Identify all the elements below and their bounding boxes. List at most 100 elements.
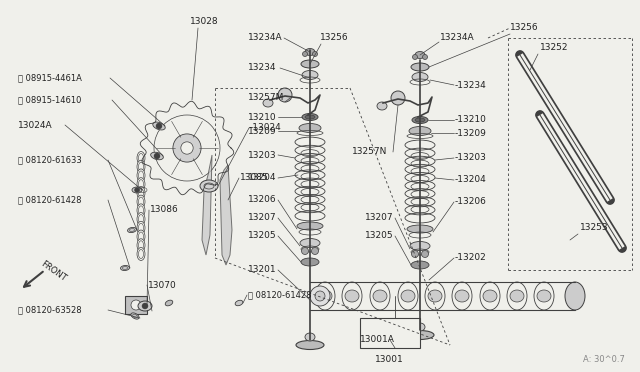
Ellipse shape — [305, 333, 315, 341]
Ellipse shape — [411, 261, 429, 269]
Ellipse shape — [305, 115, 315, 119]
Text: 13253: 13253 — [580, 224, 609, 232]
Ellipse shape — [137, 230, 145, 243]
Ellipse shape — [137, 212, 145, 225]
Circle shape — [618, 244, 626, 252]
Ellipse shape — [137, 186, 145, 199]
Text: Ⓑ 08120-63528: Ⓑ 08120-63528 — [18, 305, 82, 314]
Text: 13028: 13028 — [190, 17, 219, 26]
Circle shape — [606, 196, 614, 204]
Text: 13257M: 13257M — [248, 93, 284, 103]
Circle shape — [391, 91, 405, 105]
Text: 13256: 13256 — [320, 33, 349, 42]
Text: 13207: 13207 — [248, 214, 276, 222]
Ellipse shape — [120, 266, 129, 270]
Text: -13206: -13206 — [455, 198, 487, 206]
Text: 13256: 13256 — [510, 23, 539, 32]
Text: -13024: -13024 — [250, 124, 282, 132]
Text: 13207: 13207 — [365, 214, 394, 222]
Text: Ⓑ 08120-61428: Ⓑ 08120-61428 — [18, 196, 81, 205]
Ellipse shape — [565, 282, 585, 310]
Circle shape — [181, 142, 193, 154]
Ellipse shape — [412, 73, 428, 81]
Ellipse shape — [315, 282, 335, 310]
Ellipse shape — [312, 247, 319, 254]
Circle shape — [154, 153, 160, 159]
Ellipse shape — [455, 290, 469, 302]
Circle shape — [278, 88, 292, 102]
Bar — [125, 296, 147, 314]
Text: Ⓑ 08120-61633: Ⓑ 08120-61633 — [18, 155, 82, 164]
Text: 13205: 13205 — [365, 231, 394, 241]
Text: A: 30^0.7: A: 30^0.7 — [583, 356, 625, 365]
Circle shape — [131, 300, 141, 310]
Text: 13206: 13206 — [248, 196, 276, 205]
Ellipse shape — [263, 99, 273, 107]
Ellipse shape — [401, 290, 415, 302]
Circle shape — [156, 123, 162, 129]
Text: -13210: -13210 — [455, 115, 487, 125]
Bar — [360, 318, 420, 348]
Polygon shape — [202, 155, 212, 255]
Ellipse shape — [373, 290, 387, 302]
Text: -13209: -13209 — [455, 128, 487, 138]
Ellipse shape — [342, 282, 362, 310]
Ellipse shape — [200, 180, 218, 192]
Text: 13257N: 13257N — [352, 148, 387, 157]
Ellipse shape — [137, 151, 145, 164]
Ellipse shape — [137, 178, 145, 191]
Text: 13086: 13086 — [150, 205, 179, 215]
Ellipse shape — [377, 102, 387, 110]
Polygon shape — [220, 165, 232, 265]
Text: -13203: -13203 — [455, 154, 487, 163]
Ellipse shape — [398, 282, 418, 310]
Ellipse shape — [301, 247, 308, 254]
Text: 13234A: 13234A — [440, 33, 475, 42]
Ellipse shape — [510, 290, 524, 302]
Ellipse shape — [138, 301, 152, 311]
Ellipse shape — [534, 282, 554, 310]
Ellipse shape — [137, 239, 145, 252]
Ellipse shape — [411, 63, 429, 71]
Ellipse shape — [137, 204, 145, 217]
Text: 13205: 13205 — [248, 231, 276, 241]
Ellipse shape — [410, 241, 430, 250]
Ellipse shape — [137, 169, 145, 182]
Ellipse shape — [422, 55, 428, 60]
Ellipse shape — [537, 290, 551, 302]
Ellipse shape — [297, 222, 323, 230]
Text: Ⓥ 08915-4461A: Ⓥ 08915-4461A — [18, 74, 82, 83]
Text: 13234: 13234 — [248, 64, 276, 73]
Circle shape — [536, 111, 544, 119]
Ellipse shape — [412, 250, 419, 257]
Ellipse shape — [305, 48, 315, 55]
Ellipse shape — [235, 300, 243, 306]
Circle shape — [142, 303, 148, 309]
Ellipse shape — [303, 51, 307, 57]
Text: -13204: -13204 — [455, 176, 487, 185]
Text: Ⓥ 08915-14610: Ⓥ 08915-14610 — [18, 96, 81, 105]
Ellipse shape — [312, 51, 317, 57]
Ellipse shape — [415, 51, 425, 58]
Ellipse shape — [345, 290, 359, 302]
Ellipse shape — [480, 282, 500, 310]
Ellipse shape — [302, 113, 318, 121]
Ellipse shape — [165, 300, 173, 306]
Text: FRONT: FRONT — [40, 259, 68, 283]
Ellipse shape — [137, 195, 145, 208]
Ellipse shape — [409, 126, 431, 135]
Text: -13234: -13234 — [455, 80, 487, 90]
Ellipse shape — [301, 258, 319, 266]
Ellipse shape — [137, 160, 145, 173]
Ellipse shape — [127, 227, 136, 232]
Ellipse shape — [422, 250, 429, 257]
Text: -13202: -13202 — [455, 253, 487, 263]
Text: 13070: 13070 — [148, 280, 177, 289]
Circle shape — [315, 291, 325, 301]
Ellipse shape — [301, 60, 319, 68]
Ellipse shape — [415, 118, 425, 122]
Ellipse shape — [296, 340, 324, 350]
Ellipse shape — [131, 313, 139, 319]
Text: 13204: 13204 — [248, 173, 276, 183]
Text: 13085: 13085 — [240, 173, 269, 183]
